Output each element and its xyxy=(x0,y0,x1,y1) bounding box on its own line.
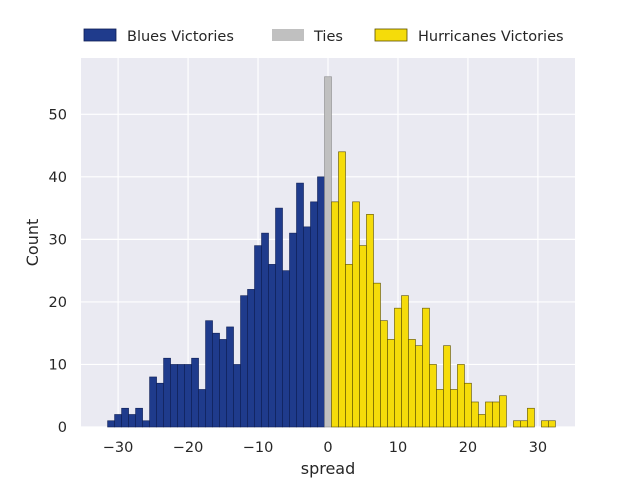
histogram-bar xyxy=(429,364,437,428)
histogram-bar xyxy=(198,389,206,428)
histogram-bar xyxy=(303,226,311,428)
histogram-bar xyxy=(359,245,367,428)
histogram-bar xyxy=(156,382,164,428)
histogram-bar xyxy=(457,364,465,428)
histogram-bar xyxy=(219,339,227,428)
histogram-bar xyxy=(394,307,402,428)
histogram-bar xyxy=(163,357,171,428)
x-axis-label: spread xyxy=(301,459,356,478)
histogram-bar xyxy=(289,232,297,428)
y-tick-label: 0 xyxy=(58,420,67,436)
histogram-bar xyxy=(149,376,157,428)
histogram-bar xyxy=(184,364,192,428)
y-tick-label: 20 xyxy=(49,295,67,311)
histogram-bar xyxy=(275,207,283,428)
histogram-bar xyxy=(268,264,276,428)
histogram-bar xyxy=(387,339,395,428)
histogram-bar xyxy=(422,307,430,428)
histogram-bar xyxy=(492,401,500,428)
legend-swatch-ties xyxy=(272,29,304,41)
histogram-bar xyxy=(212,332,220,428)
histogram-bar xyxy=(107,420,115,428)
legend: Blues Victories Ties Hurricanes Victorie… xyxy=(83,28,564,45)
histogram-bar xyxy=(121,407,129,428)
legend-swatch-hurricanes xyxy=(374,28,408,42)
y-tick-label: 50 xyxy=(49,107,67,123)
histogram-bar xyxy=(366,214,374,428)
x-tick-label: 30 xyxy=(529,440,547,456)
x-tick-label: −20 xyxy=(173,440,204,456)
histogram-bar xyxy=(310,201,318,428)
histogram-bar xyxy=(317,176,325,428)
legend-swatch-blues xyxy=(83,28,117,42)
x-tick-label: −30 xyxy=(103,440,134,456)
histogram-bar xyxy=(128,414,136,428)
x-tick-label: 10 xyxy=(389,440,407,456)
histogram-bar xyxy=(261,232,269,428)
histogram-bar xyxy=(247,289,255,428)
histogram-bar xyxy=(352,201,360,428)
histogram-bar xyxy=(436,389,444,428)
histogram-bar xyxy=(443,345,451,428)
x-tick-label: 0 xyxy=(323,440,332,456)
histogram-bar xyxy=(331,201,339,428)
histogram-bar xyxy=(548,420,556,428)
histogram-bar xyxy=(408,339,416,428)
histogram-bar xyxy=(541,420,549,428)
x-tick-label: 20 xyxy=(459,440,477,456)
x-tick-label: −10 xyxy=(243,440,274,456)
histogram-bar xyxy=(478,414,486,428)
histogram-bar xyxy=(114,414,122,428)
histogram-bar xyxy=(233,364,241,428)
histogram-bar xyxy=(135,407,143,428)
histogram-bar xyxy=(170,364,178,428)
y-axis-label: Count xyxy=(23,219,42,267)
histogram-bar xyxy=(191,357,199,428)
histogram-bar xyxy=(513,420,521,428)
legend-label-ties: Ties xyxy=(313,29,343,45)
histogram-bar xyxy=(296,182,304,428)
bars xyxy=(107,76,556,428)
x-axis-ticks: −30 −20 −10 0 10 20 30 xyxy=(103,440,547,456)
histogram-bar xyxy=(142,420,150,428)
histogram-bar xyxy=(205,320,213,428)
histogram-bar xyxy=(380,320,388,428)
y-tick-label: 10 xyxy=(49,357,67,373)
histogram-bar xyxy=(254,245,262,428)
histogram-bar xyxy=(415,345,423,428)
legend-label-hurricanes: Hurricanes Victories xyxy=(418,29,564,45)
histogram-bar xyxy=(226,326,234,428)
histogram-bar xyxy=(401,295,409,428)
legend-label-blues: Blues Victories xyxy=(127,29,234,45)
histogram-bar xyxy=(485,401,493,428)
histogram-bar xyxy=(373,282,381,428)
histogram-bar xyxy=(527,407,535,428)
y-tick-label: 40 xyxy=(49,170,67,186)
histogram-bar xyxy=(324,76,332,428)
histogram-bar xyxy=(338,151,346,428)
y-tick-label: 30 xyxy=(49,232,67,248)
histogram-bar xyxy=(499,395,507,428)
histogram-bar xyxy=(345,264,353,428)
histogram-bar xyxy=(464,382,472,428)
histogram-bar xyxy=(240,295,248,428)
histogram-bar xyxy=(282,270,290,428)
histogram-bar xyxy=(177,364,185,428)
histogram-bar xyxy=(450,389,458,428)
histogram-bar xyxy=(520,420,528,428)
histogram-bar xyxy=(471,401,479,428)
y-axis-ticks: 0 10 20 30 40 50 xyxy=(49,107,67,436)
